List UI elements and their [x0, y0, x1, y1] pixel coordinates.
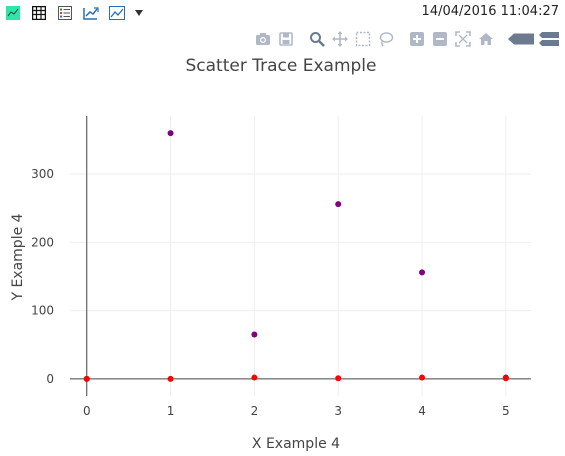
zoom-out-icon[interactable] — [431, 30, 449, 48]
box-select-icon[interactable] — [354, 30, 372, 48]
data-point-series-2[interactable] — [167, 375, 174, 382]
y-tick-label: 300 — [31, 167, 54, 181]
line-chart-icon[interactable] — [108, 5, 126, 21]
chart-title: Scatter Trace Example — [186, 56, 377, 76]
data-point-series-2[interactable] — [83, 375, 90, 382]
data-point-series-1[interactable] — [419, 269, 426, 276]
data-point-series-2[interactable] — [502, 375, 509, 382]
data-point-series-2[interactable] — [335, 375, 342, 382]
autoscale-icon[interactable] — [454, 30, 472, 48]
x-tick-label: 0 — [83, 404, 91, 418]
lasso-select-icon[interactable] — [377, 30, 395, 48]
y-axis-label: Y Example 4 — [10, 213, 26, 301]
x-tick-label: 1 — [167, 404, 175, 418]
reset-axes-icon[interactable] — [477, 30, 495, 48]
x-tick-label: 3 — [334, 404, 342, 418]
hover-closest-icon[interactable] — [508, 30, 534, 48]
y-tick-label: 200 — [31, 235, 54, 249]
plot-modebar — [249, 30, 559, 48]
data-point-series-2[interactable] — [251, 374, 258, 381]
table-icon[interactable] — [30, 5, 48, 21]
x-tick-label: 4 — [418, 404, 426, 418]
x-tick-label: 2 — [251, 404, 259, 418]
data-point-series-1[interactable] — [167, 130, 174, 137]
data-point-series-1[interactable] — [251, 331, 258, 338]
list-icon[interactable] — [56, 5, 74, 21]
y-tick-label: 0 — [46, 372, 54, 386]
timestamp: 14/04/2016 11:04:27 — [421, 4, 559, 19]
x-axis-label: X Example 4 — [252, 436, 340, 452]
camera-icon[interactable] — [254, 30, 272, 48]
x-tick-label: 5 — [502, 404, 510, 418]
save-icon[interactable] — [277, 30, 295, 48]
plotly-logo-icon[interactable] — [4, 5, 22, 21]
export-chart-icon[interactable] — [82, 5, 100, 21]
dropdown-arrow-icon[interactable] — [134, 5, 144, 21]
top-toolbar — [4, 4, 152, 22]
zoom-icon[interactable] — [308, 30, 326, 48]
data-point-series-1[interactable] — [335, 201, 342, 208]
zoom-in-icon[interactable] — [408, 30, 426, 48]
data-point-series-2[interactable] — [419, 374, 426, 381]
pan-icon[interactable] — [331, 30, 349, 48]
y-tick-label: 100 — [31, 304, 54, 318]
hover-compare-icon[interactable] — [539, 30, 559, 48]
